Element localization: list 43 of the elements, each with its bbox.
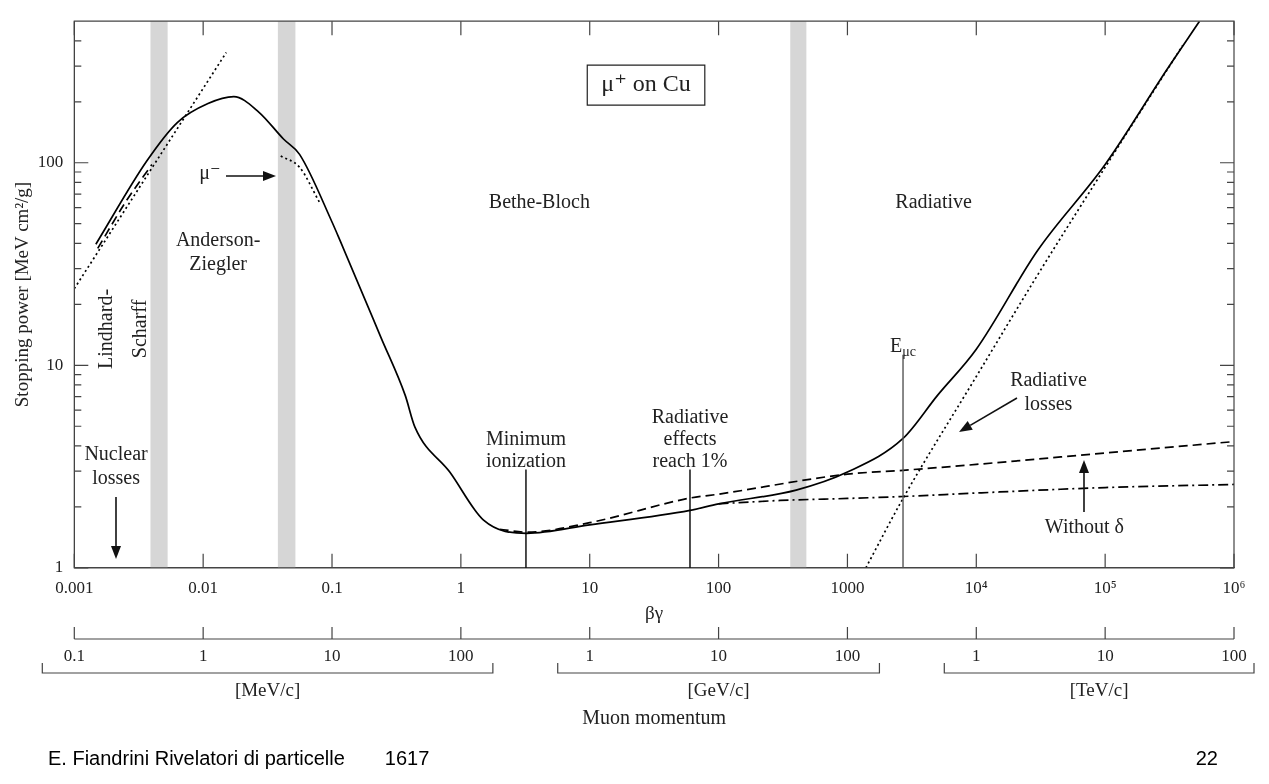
ref-line-label: Minimum ionization	[485, 426, 567, 471]
text: 100	[1221, 646, 1247, 666]
y-tick-label: 100	[37, 152, 64, 172]
x-tick-label: 0.1	[321, 578, 343, 598]
x-tick-label: 0.001	[55, 578, 94, 598]
text: 1	[972, 646, 981, 666]
text: E. Fiandrini Rivelatori di particelle	[48, 747, 345, 770]
x-tick-label: 100	[705, 578, 732, 598]
y-axis-title: Stopping power [MeV cm²/g]	[11, 181, 33, 408]
x-axis-title: βγ	[645, 601, 664, 623]
text: 1	[198, 646, 208, 666]
text: 0.1	[63, 646, 85, 666]
text: 100	[834, 646, 861, 666]
x-tick-label: 0.01	[188, 578, 219, 598]
text: 100	[448, 646, 474, 666]
text: 1617	[384, 747, 430, 770]
annotation: μ⁺ on Cu	[601, 70, 691, 97]
annotation: Anderson- Ziegler	[175, 227, 261, 275]
text: [TeV/c]	[1069, 678, 1129, 700]
x-tick-label: 10	[581, 578, 599, 598]
annotation: Radiative	[895, 189, 973, 212]
annotation: Nuclear losses	[84, 442, 149, 489]
x-tick-label: 10⁵	[1093, 578, 1117, 598]
x-tick-label: 10⁶	[1222, 578, 1246, 598]
ref-line-label: Radiative effects reach 1%	[651, 404, 729, 471]
text: 10	[1096, 646, 1114, 666]
text: 10	[323, 646, 341, 666]
text: 10	[710, 646, 728, 666]
text: [GeV/c]	[687, 678, 750, 700]
x-tick-label: 10⁴	[964, 578, 988, 598]
annotation: Bethe-Bloch	[488, 189, 590, 212]
annotation: Without δ	[1044, 515, 1124, 538]
x-tick-label: 1000	[830, 578, 865, 598]
y-tick-label: 1	[54, 557, 64, 577]
x-tick-label: 1	[456, 578, 466, 598]
text: Muon momentum	[582, 706, 727, 729]
text: 1	[585, 646, 594, 666]
y-tick-label: 10	[46, 354, 64, 374]
annotation: Radiative losses	[1010, 368, 1087, 415]
annotation: μ⁻	[199, 161, 221, 185]
text: [MeV/c]	[234, 678, 301, 700]
text: 22	[1195, 747, 1218, 770]
annotation: Lindhard- Scharff	[94, 288, 151, 369]
